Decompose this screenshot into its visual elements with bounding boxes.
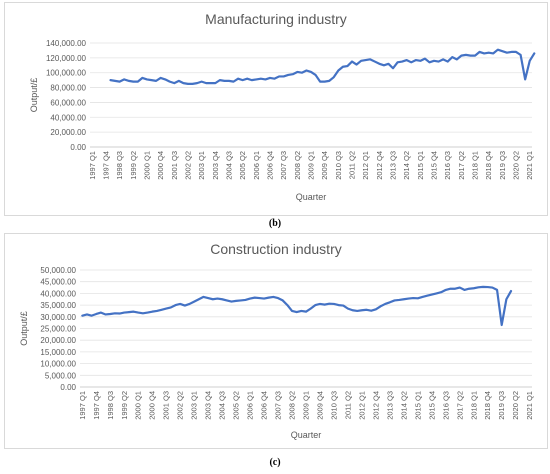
x-tick-label: 1997 Q4 bbox=[92, 391, 101, 420]
x-tick-label: 2010 Q3 bbox=[329, 391, 338, 420]
x-tick-label: 2015 Q1 bbox=[416, 151, 425, 180]
x-tick-label: 2003 Q4 bbox=[204, 391, 213, 420]
x-tick-label: 2006 Q4 bbox=[265, 151, 274, 180]
x-tick-label: 2000 Q4 bbox=[148, 391, 157, 420]
manufacturing-chart-panel: Manufacturing industry bbox=[4, 2, 548, 216]
x-tick-label: 2016 Q3 bbox=[441, 391, 450, 420]
chart-title: Manufacturing industry bbox=[205, 11, 347, 27]
x-tick-label: 2006 Q1 bbox=[252, 151, 261, 180]
x-tick-label: 2012 Q4 bbox=[371, 391, 380, 420]
x-tick-label: 2013 Q3 bbox=[389, 151, 398, 180]
x-tick-label: 2003 Q1 bbox=[197, 151, 206, 180]
y-tick-label: 100,000.00 bbox=[46, 69, 87, 78]
x-tick-label: 2017 Q2 bbox=[455, 391, 464, 420]
series-line bbox=[109, 48, 536, 85]
x-tick-label: 2001 Q3 bbox=[170, 151, 179, 180]
x-tick-label: 2000 Q1 bbox=[134, 391, 143, 420]
x-tick-label: 2011 Q2 bbox=[348, 151, 357, 179]
x-tick-label: 2003 Q1 bbox=[190, 391, 199, 420]
x-axis-title: Quarter bbox=[296, 192, 327, 202]
y-tick-label: 30,000.00 bbox=[40, 313, 76, 322]
x-tick-label: 2014 Q2 bbox=[402, 151, 411, 180]
x-tick-label: 2015 Q4 bbox=[430, 151, 439, 180]
x-tick-label: 2012 Q1 bbox=[357, 391, 366, 420]
x-tick-label: 2009 Q1 bbox=[302, 391, 311, 420]
x-tick-label: 1997 Q4 bbox=[101, 151, 110, 180]
x-tick-label: 2007 Q3 bbox=[279, 151, 288, 180]
caption-c: (c) bbox=[269, 457, 281, 468]
x-tick-label: 2002 Q2 bbox=[176, 391, 185, 420]
x-tick-label: 2017 Q2 bbox=[457, 151, 466, 180]
x-tick-label: 2008 Q2 bbox=[288, 391, 297, 420]
y-tick-label: 50,000.00 bbox=[40, 266, 76, 275]
x-tick-label: 2006 Q4 bbox=[260, 391, 269, 420]
series-line bbox=[81, 285, 513, 327]
chart-title: Construction industry bbox=[210, 241, 342, 257]
x-tick-label: 1997 Q1 bbox=[88, 151, 97, 180]
x-tick-label: 2018 Q1 bbox=[469, 391, 478, 420]
x-tick-label: 2000 Q4 bbox=[156, 151, 165, 180]
x-tick-label: 2018 Q4 bbox=[484, 151, 493, 180]
x-tick-label: 2011 Q2 bbox=[343, 391, 352, 419]
x-tick-label: 2019 Q3 bbox=[497, 391, 506, 420]
x-tick-label: 2012 Q4 bbox=[375, 151, 384, 180]
x-tick-label: 2016 Q3 bbox=[443, 151, 452, 180]
y-tick-label: 40,000.00 bbox=[40, 289, 76, 298]
x-tick-label: 2020 Q2 bbox=[512, 151, 521, 180]
x-tick-label: 2018 Q4 bbox=[483, 391, 492, 420]
x-tick-label: 2003 Q4 bbox=[211, 151, 220, 180]
x-tick-label: 2006 Q1 bbox=[246, 391, 255, 420]
y-tick-label: 60,000.00 bbox=[50, 98, 86, 107]
y-tick-label: 35,000.00 bbox=[40, 301, 76, 310]
x-tick-label: 1998 Q3 bbox=[106, 391, 115, 420]
y-tick-label: 45,000.00 bbox=[40, 278, 76, 287]
x-tick-label: 1997 Q1 bbox=[78, 391, 87, 420]
y-tick-label: 5,000.00 bbox=[45, 371, 77, 380]
y-tick-label: 0.00 bbox=[70, 143, 86, 152]
y-tick-label: 20,000.00 bbox=[40, 336, 76, 345]
x-tick-label: 2005 Q2 bbox=[232, 391, 241, 420]
x-tick-label: 1999 Q2 bbox=[129, 151, 138, 180]
x-tick-label: 2015 Q4 bbox=[427, 391, 436, 420]
y-axis-title: Output/£ bbox=[29, 78, 39, 113]
x-tick-label: 2018 Q1 bbox=[471, 151, 480, 180]
x-tick-label: 2004 Q3 bbox=[224, 151, 233, 180]
x-tick-label: 2012 Q1 bbox=[361, 151, 370, 180]
x-tick-label: 2002 Q2 bbox=[183, 151, 192, 180]
x-tick-label: 2005 Q2 bbox=[238, 151, 247, 180]
x-tick-label: 2010 Q3 bbox=[334, 151, 343, 180]
x-tick-label: 2021 Q1 bbox=[525, 151, 534, 180]
x-tick-label: 2009 Q1 bbox=[307, 151, 316, 180]
x-tick-label: 2009 Q4 bbox=[315, 391, 324, 420]
x-tick-label: 2020 Q2 bbox=[511, 391, 520, 420]
x-tick-label: 2014 Q2 bbox=[399, 391, 408, 420]
x-tick-label: 2013 Q3 bbox=[385, 391, 394, 420]
construction-chart-panel: Construction industry bbox=[4, 233, 548, 449]
y-tick-label: 20,000.00 bbox=[50, 128, 86, 137]
y-tick-label: 10,000.00 bbox=[40, 360, 76, 369]
y-tick-label: 140,000.00 bbox=[46, 39, 87, 48]
x-tick-label: 2001 Q3 bbox=[162, 391, 171, 420]
y-tick-label: 120,000.00 bbox=[46, 54, 87, 63]
x-tick-label: 2015 Q1 bbox=[413, 391, 422, 420]
x-tick-label: 1999 Q2 bbox=[120, 391, 129, 420]
x-tick-label: 2019 Q3 bbox=[498, 151, 507, 180]
x-tick-label: 2008 Q2 bbox=[293, 151, 302, 180]
x-tick-label: 2007 Q3 bbox=[274, 391, 283, 420]
x-tick-label: 2000 Q1 bbox=[142, 151, 151, 180]
y-tick-label: 25,000.00 bbox=[40, 325, 76, 334]
y-tick-label: 0.00 bbox=[60, 383, 76, 392]
y-tick-label: 80,000.00 bbox=[50, 84, 86, 93]
y-axis-title: Output/£ bbox=[19, 311, 29, 346]
caption-b: (b) bbox=[268, 218, 282, 229]
x-tick-label: 2009 Q4 bbox=[320, 151, 329, 180]
x-tick-label: 1998 Q3 bbox=[115, 151, 124, 180]
x-tick-label: 2004 Q3 bbox=[218, 391, 227, 420]
x-axis-title: Quarter bbox=[291, 430, 322, 440]
y-tick-label: 40,000.00 bbox=[50, 113, 86, 122]
x-tick-label: 2021 Q1 bbox=[525, 391, 534, 420]
y-tick-label: 15,000.00 bbox=[40, 348, 76, 357]
